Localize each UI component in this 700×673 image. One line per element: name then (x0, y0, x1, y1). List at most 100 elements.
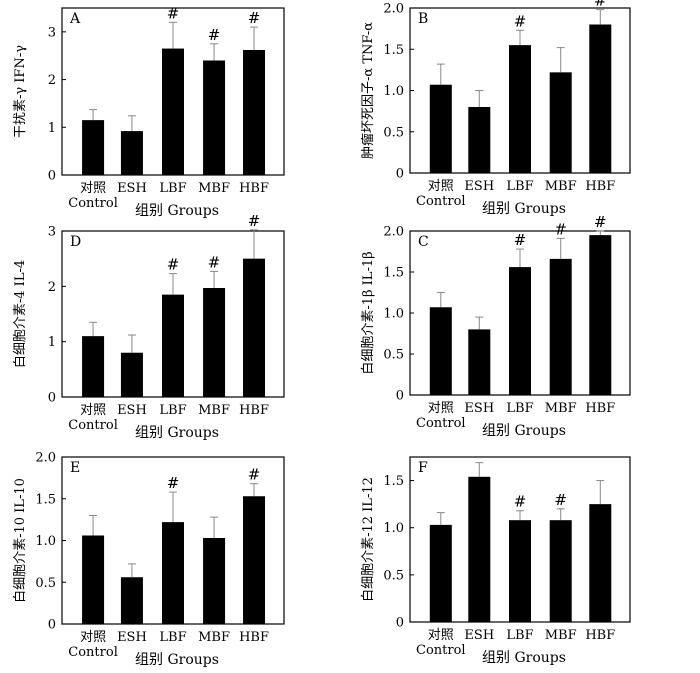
x-tick-label: ESH (464, 179, 494, 194)
x-tick-label: LBF (159, 630, 186, 645)
x-tick-label: MBF (545, 628, 577, 643)
significance-mark: # (514, 12, 527, 30)
x-tick-label: 对照 Control (416, 401, 466, 431)
significance-mark: # (514, 493, 527, 511)
x-tick-label: HBF (585, 628, 615, 643)
x-tick-label: HBF (239, 630, 269, 645)
y-tick-label: 2.0 (383, 2, 404, 17)
bar-4 (243, 49, 266, 175)
bar-3 (203, 537, 226, 624)
panel-label: B (418, 11, 428, 27)
x-tick-label: MBF (198, 181, 230, 196)
x-axis-label: 组别 Groups (135, 203, 219, 219)
x-tick-label: ESH (464, 628, 494, 643)
x-tick-label: 对照 Control (68, 403, 118, 433)
bar-2 (509, 267, 531, 395)
x-tick-label: HBF (239, 403, 269, 418)
bar-2 (509, 45, 531, 173)
significance-mark: # (554, 220, 567, 238)
x-tick-label: HBF (585, 401, 615, 416)
y-axis-label: 白细胞介素-1β IL-1β (360, 251, 376, 374)
significance-mark: # (514, 231, 527, 249)
y-axis-label: 白细胞介素-4 IL-4 (12, 260, 28, 368)
x-tick-label: 对照 Control (68, 630, 118, 660)
y-tick-label: 1.0 (383, 307, 404, 322)
x-tick-label: 对照 Control (416, 179, 466, 209)
significance-mark: # (248, 466, 261, 484)
bar-4 (243, 496, 266, 624)
y-tick-label: 1.0 (383, 521, 404, 536)
y-tick-label: 0 (396, 167, 404, 182)
x-tick-label: LBF (506, 401, 533, 416)
panel-label: C (418, 234, 429, 250)
bar-2 (509, 520, 531, 622)
y-tick-label: 0.5 (383, 125, 404, 140)
x-axis-label: 组别 Groups (135, 425, 219, 441)
bar-0 (82, 336, 105, 397)
bar-3 (203, 287, 226, 397)
y-tick-label: 0.5 (383, 348, 404, 363)
y-axis-label: 白细胞介素-12 IL-12 (360, 477, 376, 602)
x-tick-label: ESH (464, 401, 494, 416)
bar-0 (429, 524, 452, 622)
bar-2 (162, 48, 184, 175)
significance-mark: # (167, 474, 180, 492)
bar-1 (120, 352, 143, 397)
x-tick-label: MBF (198, 403, 230, 418)
x-tick-label: ESH (117, 630, 147, 645)
x-tick-label: LBF (159, 403, 186, 418)
bar-3 (203, 60, 226, 175)
y-tick-label: 0 (396, 616, 404, 631)
y-tick-label: 1.0 (35, 534, 56, 549)
x-tick-label: 对照 Control (416, 628, 466, 658)
y-tick-label: 1 (48, 121, 56, 136)
chart-panel-e: 0 0.5 1.0 1.5 2.0 E 白细胞介素-10 IL-10 对照 ControlESH… (12, 451, 285, 668)
y-tick-label: 1.0 (383, 84, 404, 99)
bar-0 (82, 535, 105, 624)
y-axis-label: 肿瘤坏死因子-α TNF-α (360, 22, 376, 159)
y-tick-label: 2 (48, 280, 56, 295)
x-tick-label: ESH (117, 181, 147, 196)
y-tick-label: 0.5 (35, 576, 56, 591)
panel-label: E (70, 460, 80, 476)
y-tick-label: 1 (48, 335, 56, 350)
bar-1 (468, 329, 491, 395)
y-tick-label: 3 (48, 25, 56, 40)
x-tick-label: HBF (585, 179, 615, 194)
bar-1 (468, 476, 491, 622)
bar-3 (549, 72, 572, 173)
y-tick-label: 1.5 (383, 474, 404, 489)
x-tick-label: ESH (117, 403, 147, 418)
bar-0 (429, 307, 452, 395)
x-tick-label: 对照 Control (68, 181, 118, 211)
bar-1 (120, 577, 143, 624)
x-axis-label: 组别 Groups (135, 652, 219, 668)
panel-label: D (70, 234, 81, 250)
y-tick-label: 2.0 (383, 225, 404, 240)
y-tick-label: 1.5 (383, 43, 404, 58)
bar-4 (589, 235, 612, 395)
significance-mark: # (208, 26, 221, 44)
y-tick-label: 0 (48, 391, 56, 406)
bar-0 (429, 84, 452, 173)
y-axis-label: 白细胞介素-10 IL-10 (12, 478, 28, 603)
x-tick-label: LBF (506, 179, 533, 194)
significance-mark: # (248, 212, 261, 230)
y-tick-label: 0 (396, 389, 404, 404)
significance-mark: # (208, 253, 221, 271)
y-tick-label: 0 (48, 169, 56, 184)
x-tick-label: MBF (545, 401, 577, 416)
y-tick-label: 0.5 (383, 568, 404, 583)
x-tick-label: MBF (545, 179, 577, 194)
bar-1 (468, 107, 491, 173)
y-tick-label: 1.5 (383, 266, 404, 281)
bar-3 (549, 520, 572, 622)
x-tick-label: HBF (239, 181, 269, 196)
bar-3 (549, 258, 572, 395)
panel-label: A (69, 11, 81, 27)
x-axis-label: 组别 Groups (482, 650, 566, 666)
y-tick-label: 1.5 (35, 492, 56, 507)
